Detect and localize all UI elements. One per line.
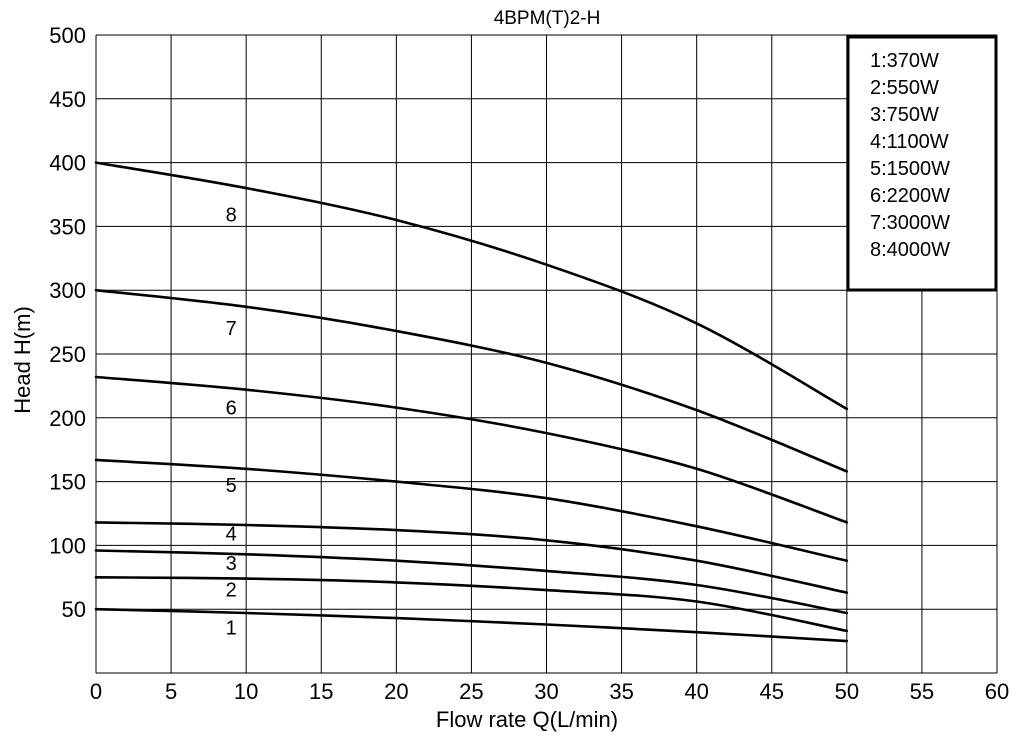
x-axis-title: Flow rate Q(L/min) xyxy=(436,707,618,732)
y-tick-label: 200 xyxy=(49,406,86,431)
y-tick-label: 400 xyxy=(49,151,86,176)
legend-entry: 3:750W xyxy=(870,104,939,126)
curve-label-8: 8 xyxy=(226,205,237,227)
legend-entry: 7:3000W xyxy=(870,212,950,234)
x-tick-label: 35 xyxy=(609,679,633,704)
legend-box xyxy=(846,35,998,292)
curve-1 xyxy=(94,607,849,643)
curve-4 xyxy=(94,521,849,594)
y-tick-label: 300 xyxy=(49,278,86,303)
curve-2 xyxy=(94,576,849,633)
x-tick-label: 15 xyxy=(309,679,333,704)
legend: 1:370W 2:550W 3:750W 4:1100W 5:1500W 6:2200W 7… xyxy=(846,35,998,292)
x-tick-label: 50 xyxy=(835,679,859,704)
curve-6 xyxy=(94,375,849,524)
curve-label-7: 7 xyxy=(226,318,237,340)
x-tick-label: 60 xyxy=(985,679,1009,704)
curve-number-labels: 1 2 3 4 5 6 7 8 xyxy=(226,205,237,640)
curve-5 xyxy=(94,458,849,562)
y-axis-title: Head H(m) xyxy=(10,306,35,414)
curve-8 xyxy=(94,161,849,411)
x-tick-label: 40 xyxy=(684,679,708,704)
x-tick-label: 20 xyxy=(384,679,408,704)
curve-7 xyxy=(94,288,849,473)
x-tick-label: 45 xyxy=(760,679,784,704)
x-tick-label: 0 xyxy=(90,679,102,704)
y-tick-label: 450 xyxy=(49,87,86,112)
curve-3 xyxy=(94,549,849,615)
legend-entry: 1:370W xyxy=(870,50,939,72)
x-tick-label: 25 xyxy=(459,679,483,704)
legend-entry: 6:2200W xyxy=(870,185,950,207)
y-tick-label: 150 xyxy=(49,470,86,495)
curve-label-6: 6 xyxy=(226,397,237,419)
x-tick-label: 10 xyxy=(234,679,258,704)
x-axis-tick-labels: 0 5 10 15 20 25 30 35 40 45 50 55 60 xyxy=(90,679,1009,704)
legend-entry: 8:4000W xyxy=(870,239,950,261)
x-tick-label: 5 xyxy=(165,679,177,704)
y-tick-label: 250 xyxy=(49,342,86,367)
y-tick-label: 100 xyxy=(49,533,86,558)
legend-entry: 2:550W xyxy=(870,77,939,99)
curve-label-2: 2 xyxy=(226,579,237,601)
y-tick-label: 500 xyxy=(49,23,86,48)
legend-entry: 4:1100W xyxy=(870,131,949,153)
x-tick-label: 30 xyxy=(534,679,558,704)
x-tick-label: 55 xyxy=(910,679,934,704)
performance-curves xyxy=(94,161,849,643)
y-axis-tick-labels: 50 100 150 200 250 300 350 400 450 500 xyxy=(49,23,86,622)
curve-label-5: 5 xyxy=(226,475,237,497)
y-tick-label: 350 xyxy=(49,214,86,239)
curve-label-1: 1 xyxy=(226,618,237,640)
y-tick-label: 50 xyxy=(62,597,86,622)
curve-label-3: 3 xyxy=(226,553,237,575)
curve-label-4: 4 xyxy=(226,524,237,546)
legend-entry: 5:1500W xyxy=(870,158,950,180)
chart-title: 4BPM(T)2-H xyxy=(494,8,601,29)
